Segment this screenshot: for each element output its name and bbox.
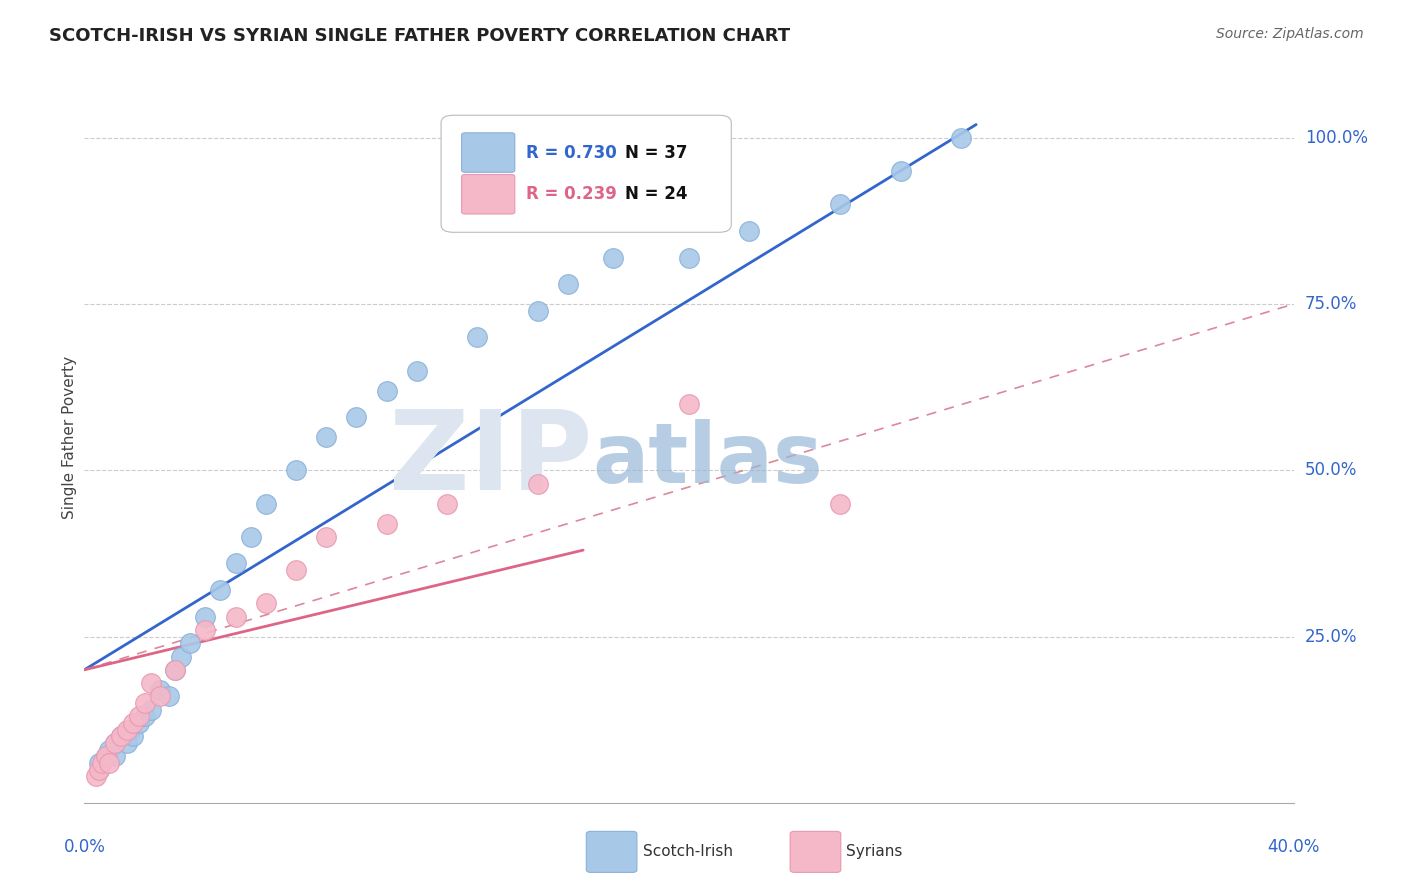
- Text: Source: ZipAtlas.com: Source: ZipAtlas.com: [1216, 27, 1364, 41]
- Point: [134, 696, 156, 710]
- Point: [121, 729, 143, 743]
- Point: [830, 497, 852, 511]
- Point: [527, 303, 550, 318]
- Point: [89, 756, 111, 770]
- Y-axis label: Single Father Poverty: Single Father Poverty: [62, 356, 77, 518]
- Point: [738, 224, 761, 238]
- Point: [346, 410, 368, 425]
- Text: 0.0%: 0.0%: [63, 838, 105, 855]
- Point: [467, 330, 489, 344]
- Point: [149, 682, 172, 697]
- FancyBboxPatch shape: [461, 175, 515, 214]
- Point: [830, 197, 852, 211]
- Point: [139, 676, 162, 690]
- Text: Scotch-Irish: Scotch-Irish: [643, 845, 733, 859]
- Point: [94, 749, 117, 764]
- Point: [97, 756, 120, 770]
- Point: [149, 690, 172, 704]
- Point: [110, 729, 132, 743]
- Point: [239, 530, 262, 544]
- Point: [139, 703, 162, 717]
- Text: ZIP: ZIP: [389, 406, 592, 513]
- Point: [89, 763, 111, 777]
- Text: 100.0%: 100.0%: [1305, 128, 1368, 147]
- Text: N = 24: N = 24: [624, 186, 688, 203]
- Point: [194, 609, 217, 624]
- Point: [179, 636, 201, 650]
- Point: [557, 277, 579, 292]
- Point: [134, 709, 156, 723]
- FancyBboxPatch shape: [441, 115, 731, 232]
- Point: [209, 582, 232, 597]
- Point: [406, 363, 429, 377]
- Point: [890, 164, 912, 178]
- Point: [104, 736, 127, 750]
- Point: [170, 649, 193, 664]
- FancyBboxPatch shape: [461, 133, 515, 172]
- Point: [118, 723, 141, 737]
- Point: [285, 463, 308, 477]
- Point: [165, 663, 187, 677]
- Point: [128, 716, 150, 731]
- Text: 25.0%: 25.0%: [1305, 628, 1357, 646]
- Point: [254, 497, 277, 511]
- Point: [86, 769, 108, 783]
- Point: [950, 131, 973, 145]
- Point: [165, 663, 187, 677]
- Point: [375, 384, 398, 398]
- Text: 50.0%: 50.0%: [1305, 461, 1357, 479]
- Point: [115, 736, 138, 750]
- Point: [110, 729, 132, 743]
- Text: 40.0%: 40.0%: [1267, 838, 1320, 855]
- Point: [602, 251, 624, 265]
- Text: R = 0.239: R = 0.239: [526, 186, 617, 203]
- Point: [94, 749, 117, 764]
- Point: [97, 742, 120, 756]
- Point: [104, 736, 127, 750]
- Point: [128, 709, 150, 723]
- Point: [254, 596, 277, 610]
- Point: [157, 690, 180, 704]
- Text: R = 0.730: R = 0.730: [526, 144, 616, 161]
- Point: [285, 563, 308, 577]
- Text: Syrians: Syrians: [846, 845, 903, 859]
- Point: [678, 251, 700, 265]
- Text: SCOTCH-IRISH VS SYRIAN SINGLE FATHER POVERTY CORRELATION CHART: SCOTCH-IRISH VS SYRIAN SINGLE FATHER POV…: [49, 27, 790, 45]
- Point: [89, 763, 111, 777]
- Point: [121, 716, 143, 731]
- Point: [527, 476, 550, 491]
- Point: [225, 609, 247, 624]
- Point: [104, 749, 127, 764]
- Point: [315, 430, 337, 444]
- Point: [225, 557, 247, 571]
- Text: 75.0%: 75.0%: [1305, 295, 1357, 313]
- Point: [91, 756, 114, 770]
- Point: [115, 723, 138, 737]
- Point: [436, 497, 458, 511]
- Text: atlas: atlas: [592, 418, 823, 500]
- Point: [315, 530, 337, 544]
- Point: [194, 623, 217, 637]
- Point: [678, 397, 700, 411]
- Point: [375, 516, 398, 531]
- Text: N = 37: N = 37: [624, 144, 688, 161]
